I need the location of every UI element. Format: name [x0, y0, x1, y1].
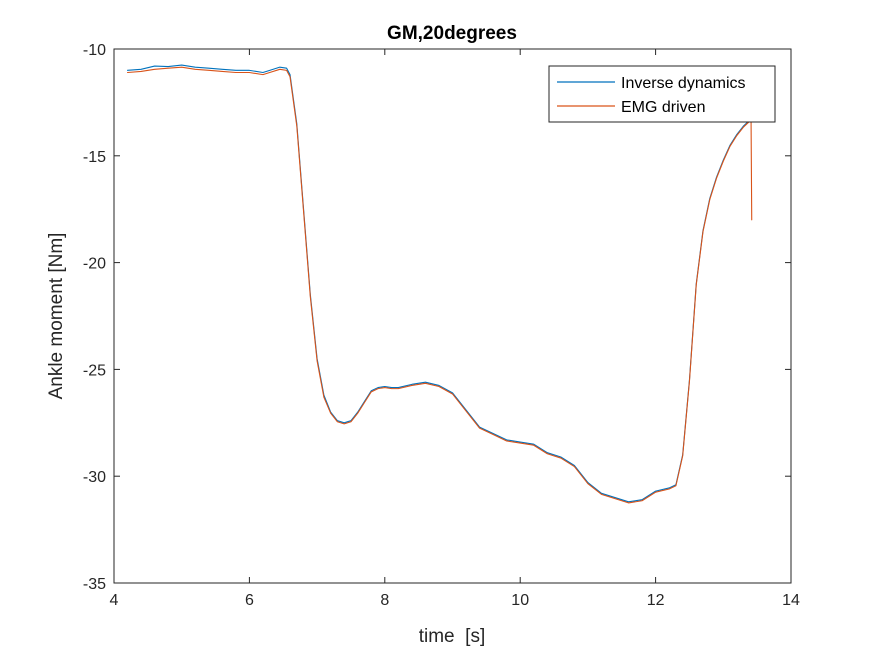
plot-area: [114, 49, 791, 583]
x-tick-label: 12: [647, 592, 665, 609]
y-tick-label: -25: [83, 362, 106, 379]
y-tick-label: -10: [83, 42, 106, 59]
legend-label: EMG driven: [621, 99, 705, 116]
x-tick-label: 4: [110, 592, 119, 609]
x-tick-label: 6: [245, 592, 254, 609]
y-tick-label: -15: [83, 149, 106, 166]
x-tick-label: 8: [380, 592, 389, 609]
chart-title: GM,20degrees: [387, 23, 517, 44]
x-tick-label: 14: [782, 592, 800, 609]
y-tick-label: -35: [83, 576, 106, 593]
legend: Inverse dynamics EMG driven: [548, 65, 776, 123]
y-tick-label: -20: [83, 256, 106, 273]
x-axis-label: time [s]: [419, 626, 486, 647]
series-layer: [126, 64, 753, 504]
x-axis: 4 6 8 10 12 14: [110, 49, 800, 609]
y-axis-label: Ankle moment [Nm]: [46, 233, 67, 400]
y-tick-label: -30: [83, 469, 106, 486]
x-tick-label: 10: [511, 592, 529, 609]
plot-frame: [113, 48, 792, 584]
y-axis: -35 -30 -25 -20 -15 -10: [83, 42, 791, 593]
legend-box: [548, 65, 776, 123]
legend-label: Inverse dynamics: [621, 75, 746, 92]
series-line-emg-driven: [126, 66, 753, 504]
